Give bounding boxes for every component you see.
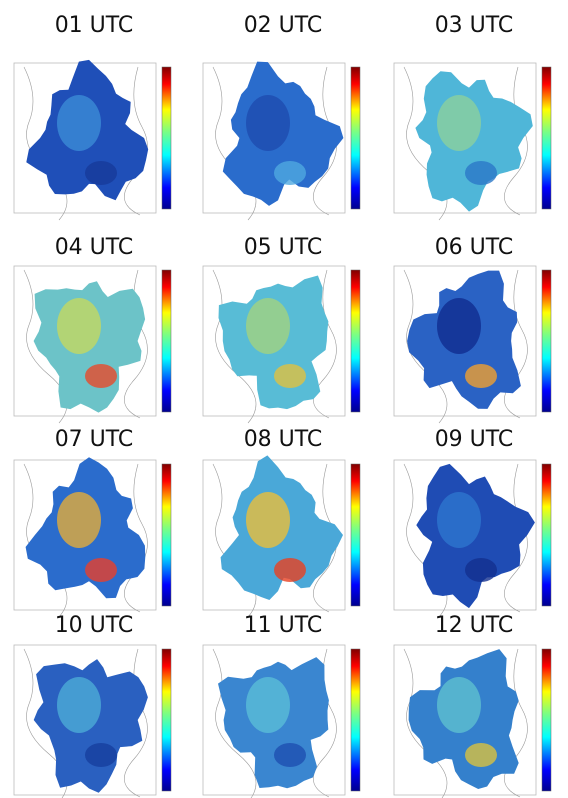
coastline bbox=[504, 648, 528, 798]
panel: 11 UTC bbox=[202, 613, 361, 798]
coastline bbox=[212, 269, 257, 424]
panel-label: 09 UTC bbox=[435, 427, 514, 452]
colorbar bbox=[161, 463, 172, 607]
echo-patch bbox=[274, 558, 306, 582]
panel: 09 UTC bbox=[393, 427, 552, 618]
panel: 08 UTC bbox=[202, 427, 361, 618]
echo-patch bbox=[57, 298, 101, 354]
coastline bbox=[504, 269, 528, 419]
echo-patch bbox=[465, 364, 497, 388]
panel-label: 05 UTC bbox=[244, 235, 323, 260]
coastline bbox=[212, 648, 257, 798]
colorbar bbox=[350, 463, 361, 607]
panel: 03 UTC bbox=[393, 13, 552, 221]
colorbar bbox=[541, 269, 552, 413]
panel: 01 UTC bbox=[13, 13, 172, 221]
coastline bbox=[313, 269, 337, 419]
echo-patch bbox=[437, 492, 481, 548]
coastline bbox=[313, 66, 337, 216]
colorbar bbox=[161, 269, 172, 413]
echo-patch bbox=[85, 743, 117, 767]
coastline bbox=[504, 463, 528, 613]
panel-label: 07 UTC bbox=[55, 427, 134, 452]
colorbar bbox=[541, 648, 552, 792]
panel: 05 UTC bbox=[202, 235, 361, 424]
echo-patch bbox=[57, 677, 101, 733]
panel-label: 12 UTC bbox=[435, 613, 514, 638]
echo-patch bbox=[465, 558, 497, 582]
panel-label: 11 UTC bbox=[244, 613, 323, 638]
echo-patch bbox=[465, 743, 497, 767]
panel-label: 04 UTC bbox=[55, 235, 134, 260]
echo-patch bbox=[437, 677, 481, 733]
panel-label: 01 UTC bbox=[55, 13, 134, 38]
echo-patch bbox=[246, 298, 290, 354]
coastline bbox=[504, 66, 528, 216]
echo-patch bbox=[246, 95, 290, 151]
panel: 12 UTC bbox=[393, 613, 552, 798]
panel: 04 UTC bbox=[13, 235, 172, 424]
echo-patch bbox=[85, 161, 117, 185]
echo-patch bbox=[57, 492, 101, 548]
panel: 07 UTC bbox=[13, 427, 172, 618]
panel-label: 06 UTC bbox=[435, 235, 514, 260]
panel: 10 UTC bbox=[13, 613, 172, 798]
coastline bbox=[23, 66, 68, 221]
echo-patch bbox=[437, 298, 481, 354]
colorbar bbox=[541, 463, 552, 607]
echo-patch bbox=[85, 364, 117, 388]
echo-patch bbox=[246, 677, 290, 733]
echo-patch bbox=[437, 95, 481, 151]
coastline bbox=[313, 463, 337, 613]
colorbar bbox=[161, 66, 172, 210]
echo-patch bbox=[85, 558, 117, 582]
panel-label: 02 UTC bbox=[244, 13, 323, 38]
colorbar bbox=[350, 648, 361, 792]
coastline bbox=[403, 648, 448, 798]
colorbar bbox=[350, 269, 361, 413]
echo-patch bbox=[465, 161, 497, 185]
panel: 06 UTC bbox=[393, 235, 552, 424]
panel-label: 10 UTC bbox=[55, 613, 134, 638]
panel: 02 UTC bbox=[202, 13, 361, 221]
echo-patch bbox=[57, 95, 101, 151]
echo-patch bbox=[274, 161, 306, 185]
colorbar bbox=[541, 66, 552, 210]
echo-patch bbox=[274, 743, 306, 767]
panel-label: 03 UTC bbox=[435, 13, 514, 38]
echo-patch bbox=[246, 492, 290, 548]
echo-patch bbox=[274, 364, 306, 388]
colorbar bbox=[350, 66, 361, 210]
panel-label: 08 UTC bbox=[244, 427, 323, 452]
coastline bbox=[124, 463, 148, 613]
colorbar bbox=[161, 648, 172, 792]
